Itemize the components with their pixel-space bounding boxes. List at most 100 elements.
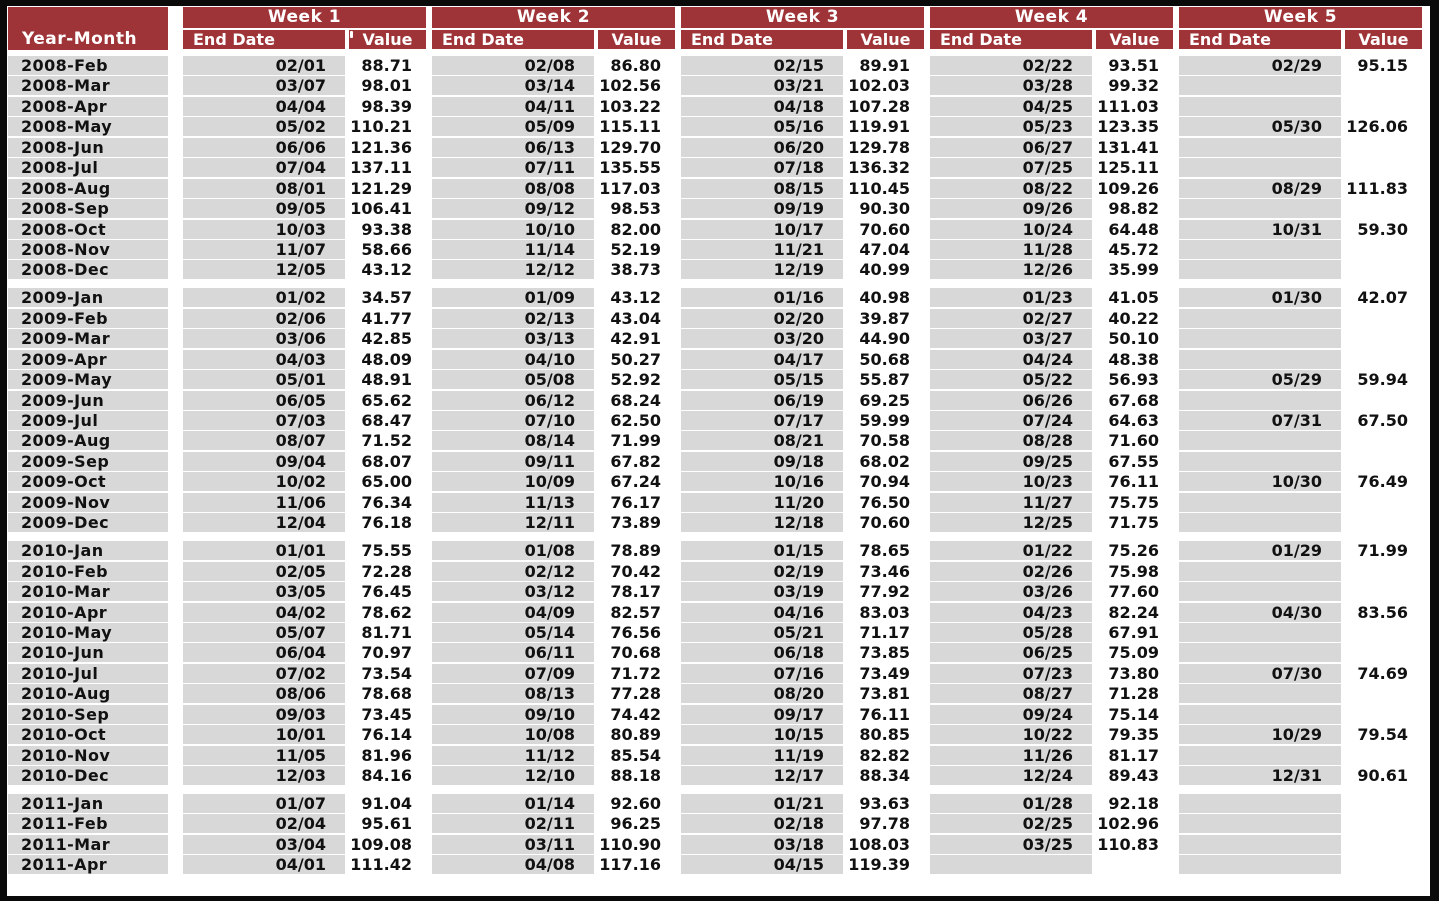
week-1-column-group: Week 1 End Date Value (183, 7, 426, 50)
end-date-cell: 11/07 (183, 239, 345, 259)
end-date-cell: 11/21 (681, 239, 843, 259)
end-date-cell: 10/29 (1179, 725, 1341, 745)
year-month-cell: 2008-Dec (8, 260, 168, 280)
year-month-cell: 2008-Jul (8, 158, 168, 178)
value-cell: 47.04 (847, 239, 924, 259)
end-date-cell: 09/03 (183, 704, 345, 724)
value-cell: 111.83 (1345, 178, 1422, 198)
value-cell: 81.17 (1096, 745, 1173, 765)
value-cell: 76.11 (1096, 472, 1173, 492)
value-cell: 84.16 (349, 766, 426, 785)
table-row: 2011-Feb 02/04 95.61 02/11 96.25 02/18 97.78 02… (8, 814, 1430, 834)
end-date-cell: 10/09 (432, 472, 594, 492)
year-month-cell: 2010-Apr (8, 602, 168, 622)
value-cell: 102.03 (847, 76, 924, 96)
end-date-cell: 07/11 (432, 158, 594, 178)
value-cell: 78.62 (349, 602, 426, 622)
year-month-cell: 2009-Jun (8, 390, 168, 410)
value-cell: 81.96 (349, 745, 426, 765)
value-cell (1345, 431, 1422, 451)
value-cell: 70.60 (847, 513, 924, 533)
end-date-cell: 09/04 (183, 451, 345, 471)
end-date-cell: 12/31 (1179, 766, 1341, 785)
end-date-cell: 03/07 (183, 76, 345, 96)
end-date-cell: 04/17 (681, 349, 843, 369)
end-date-cell: 04/09 (432, 602, 594, 622)
end-date-cell (1179, 349, 1341, 369)
value-cell (1345, 451, 1422, 471)
value-cell: 82.00 (598, 219, 675, 239)
end-date-cell: 08/13 (432, 684, 594, 704)
value-cell: 93.63 (847, 794, 924, 813)
end-date-cell: 04/11 (432, 96, 594, 116)
year-month-cell: 2010-May (8, 622, 168, 642)
value-cell: 89.43 (1096, 766, 1173, 785)
end-date-cell: 07/31 (1179, 411, 1341, 430)
end-date-cell: 01/28 (930, 794, 1092, 813)
value-cell: 91.04 (349, 794, 426, 813)
end-date-cell: 02/05 (183, 561, 345, 581)
end-date-cell: 09/10 (432, 704, 594, 724)
end-date-cell: 05/21 (681, 622, 843, 642)
value-cell: 64.63 (1096, 411, 1173, 430)
end-date-cell: 09/24 (930, 704, 1092, 724)
year-month-cell: 2010-Aug (8, 684, 168, 704)
end-date-cell: 04/18 (681, 96, 843, 116)
end-date-cell (1179, 561, 1341, 581)
value-cell: 55.87 (847, 370, 924, 390)
end-date-cell: 02/20 (681, 308, 843, 328)
value-cell: 78.68 (349, 684, 426, 704)
table-row: 2009-May 05/01 48.91 05/08 52.92 05/15 55.87 05… (8, 370, 1430, 390)
week-2-header: Week 2 (432, 7, 675, 28)
value-cell: 126.06 (1345, 117, 1422, 137)
end-date-cell: 05/08 (432, 370, 594, 390)
value-cell: 43.12 (349, 260, 426, 280)
end-date-cell: 02/25 (930, 814, 1092, 834)
value-cell: 56.93 (1096, 370, 1173, 390)
value-cell (1345, 513, 1422, 533)
end-date-cell: 06/25 (930, 643, 1092, 663)
value-cell: 71.99 (598, 431, 675, 451)
year-month-cell: 2010-Sep (8, 704, 168, 724)
end-date-cell (930, 855, 1092, 875)
table-row: 2008-May 05/02 110.21 05/09 115.11 05/16 119.9… (8, 117, 1430, 137)
value-cell: 98.01 (349, 76, 426, 96)
year-month-cell: 2008-Nov (8, 239, 168, 259)
value-cell: 34.57 (349, 288, 426, 308)
value-cell (1345, 96, 1422, 116)
end-date-cell: 03/28 (930, 76, 1092, 96)
end-date-cell: 11/14 (432, 239, 594, 259)
end-date-cell: 04/23 (930, 602, 1092, 622)
end-date-cell: 04/25 (930, 96, 1092, 116)
end-date-cell: 08/27 (930, 684, 1092, 704)
end-date-cell (1179, 855, 1341, 875)
end-date-cell: 03/26 (930, 582, 1092, 602)
value-cell: 71.72 (598, 663, 675, 683)
end-date-cell: 05/16 (681, 117, 843, 137)
value-cell: 68.07 (349, 451, 426, 471)
table-row: 2010-Jun 06/04 70.97 06/11 70.68 06/18 73.85 06… (8, 643, 1430, 663)
year-month-cell: 2009-Feb (8, 308, 168, 328)
value-cell: 71.75 (1096, 513, 1173, 533)
end-date-cell: 05/01 (183, 370, 345, 390)
value-cell: 81.71 (349, 622, 426, 642)
table-row: 2010-May 05/07 81.71 05/14 76.56 05/21 71.17 05… (8, 622, 1430, 642)
week-4-header: Week 4 (930, 7, 1173, 28)
value-cell: 42.07 (1345, 288, 1422, 308)
end-date-cell: 11/20 (681, 492, 843, 512)
value-cell: 43.12 (598, 288, 675, 308)
year-month-cell: 2011-Jan (8, 794, 168, 813)
value-cell: 71.28 (1096, 684, 1173, 704)
value-cell (1345, 308, 1422, 328)
year-month-cell: 2010-Jun (8, 643, 168, 663)
value-cell: 75.75 (1096, 492, 1173, 512)
end-date-cell: 11/28 (930, 239, 1092, 259)
end-date-cell (1179, 834, 1341, 854)
end-date-cell (1179, 431, 1341, 451)
end-date-cell (1179, 794, 1341, 813)
end-date-cell: 12/12 (432, 260, 594, 280)
table-row: 2008-Apr 04/04 98.39 04/11 103.22 04/18 107.28… (8, 96, 1430, 116)
value-cell: 110.83 (1096, 834, 1173, 854)
end-date-cell: 04/15 (681, 855, 843, 875)
value-cell: 70.60 (847, 219, 924, 239)
